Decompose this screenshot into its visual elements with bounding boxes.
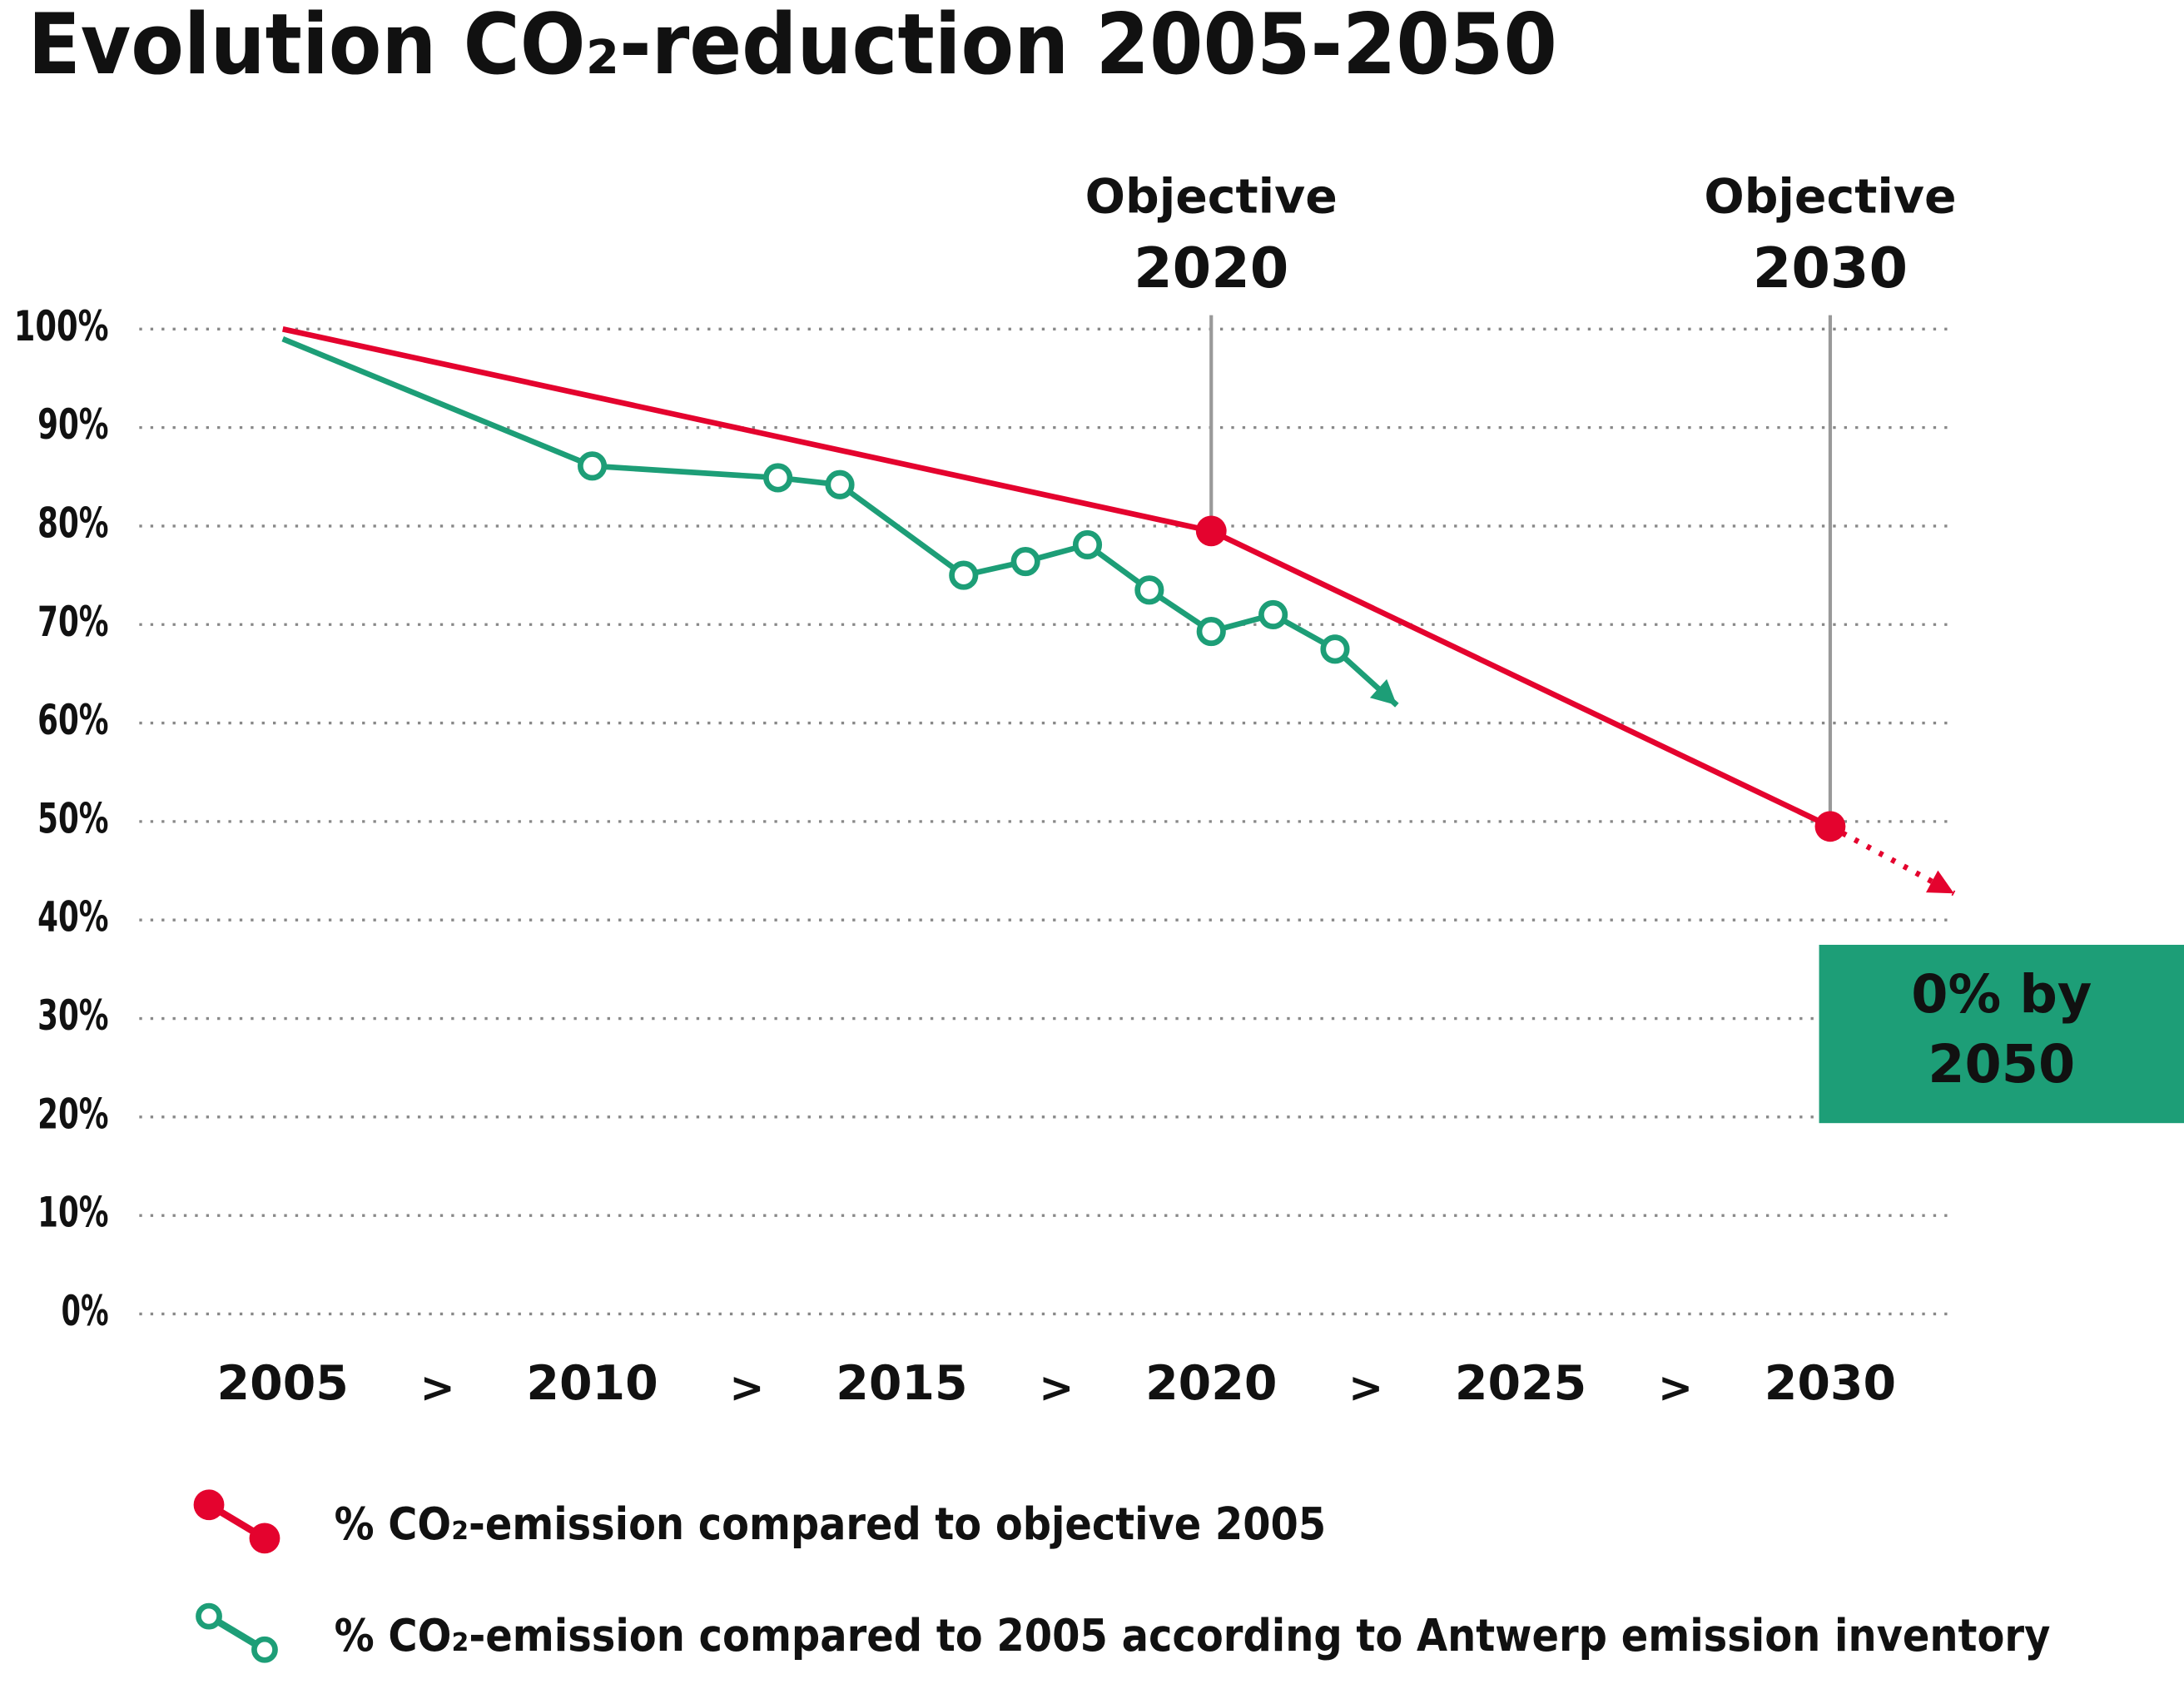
y-tick-label: 50% xyxy=(37,793,108,842)
x-separator: > xyxy=(1658,1363,1693,1412)
y-tick-label: 70% xyxy=(37,597,108,646)
annotation-text: Objective xyxy=(1704,169,1956,224)
x-separator: > xyxy=(420,1363,455,1412)
point xyxy=(825,469,855,499)
arrow-head xyxy=(1926,870,1954,894)
annotation-text: 2030 xyxy=(1753,236,1908,301)
y-tick-label: 0% xyxy=(62,1286,109,1335)
point xyxy=(1134,575,1164,605)
annotation-text: Objective xyxy=(1085,169,1338,224)
x-tick-label: 2020 xyxy=(1145,1356,1277,1411)
x-tick-label: 2010 xyxy=(526,1356,658,1411)
point xyxy=(1196,616,1226,647)
chart-title: Evolution CO₂-reduction 2005-2050 xyxy=(27,0,1556,93)
series-tail xyxy=(1829,823,1956,897)
callout-text: 0% by xyxy=(1911,963,2092,1025)
y-tick-label: 40% xyxy=(37,892,108,941)
y-tick-label: 20% xyxy=(37,1089,108,1138)
y-tick-label: 10% xyxy=(37,1188,108,1237)
legend-marker xyxy=(251,1636,278,1663)
y-tick-label: 60% xyxy=(37,695,108,744)
legend-marker xyxy=(193,1489,225,1521)
point xyxy=(763,463,793,493)
x-tick-label: 2015 xyxy=(836,1356,967,1411)
y-tick-label: 100% xyxy=(14,301,109,350)
x-separator: > xyxy=(1039,1363,1074,1412)
legend-item: % CO₂-emission compared to objective 200… xyxy=(193,1489,1327,1554)
x-tick-label: 2030 xyxy=(1765,1356,1896,1411)
y-tick-label: 80% xyxy=(37,498,108,547)
y-tick-label: 30% xyxy=(37,991,108,1040)
point xyxy=(1258,599,1288,629)
arrow-head xyxy=(1369,678,1397,706)
point xyxy=(577,451,608,481)
legend-marker xyxy=(249,1523,280,1554)
point xyxy=(1072,529,1103,559)
x-separator: > xyxy=(729,1363,764,1412)
legend-label: % CO₂-emission compared to objective 200… xyxy=(335,1498,1327,1550)
point xyxy=(949,560,979,590)
point xyxy=(1320,634,1350,664)
x-tick-label: 2005 xyxy=(217,1356,349,1411)
callout-box xyxy=(1819,944,2184,1124)
y-tick-label: 90% xyxy=(37,400,108,449)
series-line xyxy=(281,336,1399,708)
point xyxy=(1010,546,1040,577)
legend-marker xyxy=(196,1602,222,1630)
annotation-text: 2020 xyxy=(1134,236,1288,301)
x-separator: > xyxy=(1348,1363,1383,1412)
series-line xyxy=(282,326,1832,829)
x-tick-label: 2025 xyxy=(1455,1356,1586,1411)
callout-text: 2050 xyxy=(1928,1033,2075,1095)
point xyxy=(1195,515,1227,547)
legend-item: % CO₂-emission compared to 2005 accordin… xyxy=(196,1602,2051,1663)
legend-label: % CO₂-emission compared to 2005 accordin… xyxy=(335,1609,2051,1662)
point xyxy=(1814,811,1846,842)
